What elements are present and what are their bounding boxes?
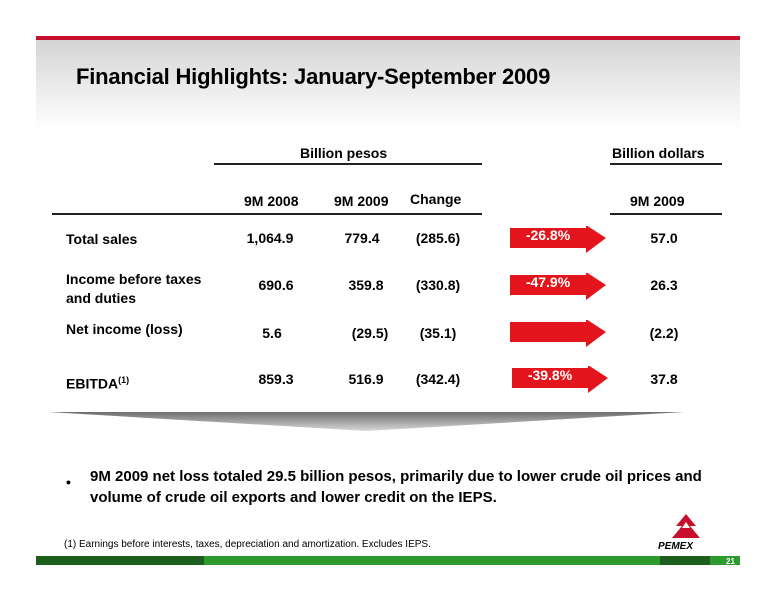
cell-net-income-usd: (2.2) <box>649 325 679 341</box>
column-header-usd-9m2009: 9M 2009 <box>630 193 685 209</box>
cell-total-sales-2008: 1,064.9 <box>246 230 294 246</box>
pemex-logo <box>672 514 700 538</box>
row-label-ebitda: EBITDA(1) <box>66 371 129 394</box>
change-arrow-income: -47.9% <box>510 273 606 301</box>
page-number: 21 <box>726 557 735 566</box>
footer-bar <box>36 556 740 565</box>
cell-total-sales-usd: 57.0 <box>650 230 678 246</box>
section-chevron-shape <box>48 412 684 431</box>
dollars-divider <box>610 163 722 165</box>
change-arrow-ebitda: -39.8% <box>512 366 608 394</box>
row-label-total-sales: Total sales <box>66 231 138 247</box>
summary-bullet: 9M 2009 net loss totaled 29.5 billion pe… <box>90 468 702 506</box>
ebitda-footnote-marker: (1) <box>118 375 130 385</box>
cell-net-income-change: (35.1) <box>419 325 457 341</box>
usd-header-divider <box>610 213 722 215</box>
row-label-income-before-taxes: Income before taxes and duties <box>66 271 202 306</box>
change-arrow-total-sales: -26.8% <box>510 226 606 254</box>
slide-title: Financial Highlights: January-September … <box>76 64 551 89</box>
row-label-net-income: Net income (loss) <box>66 321 183 337</box>
pct-total-sales: -26.8% <box>525 227 571 243</box>
change-arrow-net-income <box>510 320 606 348</box>
ebitda-label-text: EBITDA <box>66 375 119 392</box>
cell-net-income-2008: 5.6 <box>262 325 282 341</box>
logo-text: PEMEX <box>658 541 694 552</box>
column-header-change: Change <box>410 191 462 207</box>
cell-income-change: (330.8) <box>415 277 461 293</box>
bullet-marker: • <box>66 474 71 490</box>
cell-total-sales-change: (285.6) <box>415 230 461 246</box>
cell-income-2008: 690.6 <box>258 277 294 293</box>
table-header-divider <box>52 213 482 215</box>
column-header-9m2009: 9M 2009 <box>334 193 389 209</box>
cell-ebitda-change: (342.4) <box>415 371 461 387</box>
cell-income-usd: 26.3 <box>650 277 678 293</box>
footer-accent-right <box>660 556 710 565</box>
cell-ebitda-2008: 859.3 <box>258 371 294 387</box>
header-band <box>36 40 740 130</box>
footer-accent-left <box>36 556 204 565</box>
pct-income: -47.9% <box>525 274 571 290</box>
cell-ebitda-usd: 37.8 <box>650 371 678 387</box>
column-header-9m2008: 9M 2008 <box>244 193 299 209</box>
pct-ebitda: -39.8% <box>527 367 573 383</box>
top-red-bar <box>36 36 740 40</box>
cell-ebitda-2009: 516.9 <box>348 371 384 387</box>
cell-income-2009: 359.8 <box>348 277 384 293</box>
cell-total-sales-2009: 779.4 <box>344 230 380 246</box>
pesos-divider <box>214 163 482 165</box>
cell-net-income-2009: (29.5) <box>351 325 389 341</box>
group-heading-dollars: Billion dollars <box>612 145 705 161</box>
group-heading-pesos: Billion pesos <box>300 145 388 161</box>
footnote: (1) Earnings before interests, taxes, de… <box>64 539 431 550</box>
